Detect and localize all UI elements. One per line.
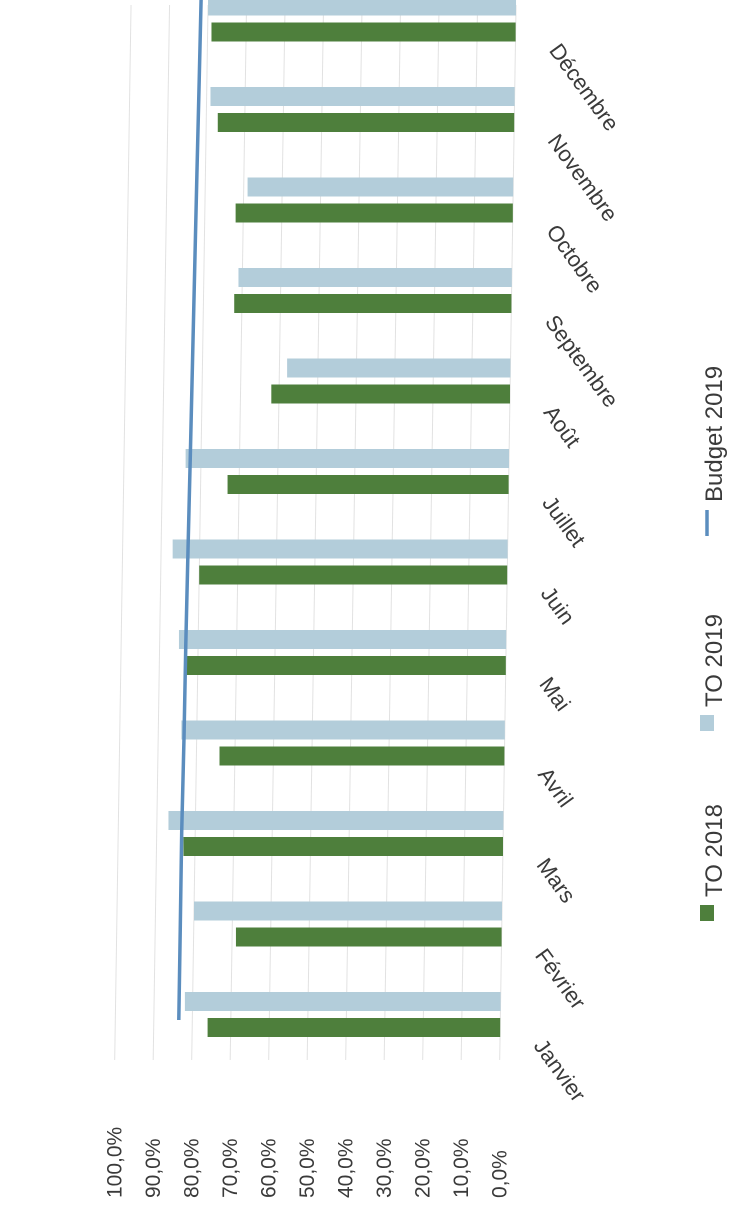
- bar-to-2019: [178, 630, 507, 649]
- bar-to-2018: [207, 1018, 501, 1037]
- category-label: Avril: [533, 763, 578, 812]
- value-tick-label: 40,0%: [334, 1138, 357, 1198]
- bar-to-2018: [211, 22, 516, 42]
- bar-to-2019: [168, 811, 504, 830]
- category-label: Mai: [534, 672, 575, 715]
- value-tick-label: 80,0%: [180, 1138, 203, 1198]
- bar-to-2019: [172, 539, 508, 559]
- bar-to-2019: [181, 720, 505, 740]
- category-label: Janvier: [529, 1034, 591, 1106]
- legend-label: TO 2018: [701, 804, 728, 897]
- category-label: Octobre: [541, 220, 607, 298]
- value-tick-label: 0,0%: [488, 1150, 511, 1198]
- category-label: Juillet: [537, 491, 590, 551]
- legend: TO 2018 TO 2019 Budget 2019: [700, 366, 728, 921]
- gridline: [114, 4, 132, 1061]
- category-labels: Janvier Février Mars Avril Mai Juin Juillet Aoû…: [529, 39, 624, 1107]
- bar-to-2018: [271, 384, 511, 404]
- value-tick-label: 10,0%: [450, 1138, 473, 1198]
- bar-to-2018: [186, 656, 506, 675]
- legend-label: TO 2019: [701, 614, 728, 707]
- category-label: Septembre: [540, 310, 623, 412]
- category-label: Juin: [536, 582, 580, 629]
- gridline: [152, 4, 171, 1061]
- value-tick-label: 90,0%: [142, 1138, 165, 1198]
- value-tick-label: 50,0%: [296, 1138, 319, 1198]
- value-axis-labels: 0,0% 10,0% 20,0% 30,0% 40,0% 50,0% 60,0% 70,0% 8…: [103, 1127, 511, 1198]
- category-label: Décembre: [544, 39, 624, 136]
- gridline: [229, 4, 248, 1061]
- category-label: Mars: [532, 853, 581, 907]
- bar-to-2018: [219, 746, 505, 766]
- bar-to-2018: [235, 203, 513, 223]
- bar-to-2019: [287, 358, 511, 378]
- value-tick-label: 70,0%: [219, 1138, 242, 1198]
- category-label: Août: [539, 401, 586, 452]
- bar-to-2018: [217, 113, 515, 132]
- bar-to-2018: [234, 294, 512, 313]
- value-tick-label: 30,0%: [373, 1138, 396, 1198]
- bar-to-2019: [247, 177, 514, 197]
- bar-to-2018: [199, 565, 508, 585]
- legend-swatch: [700, 715, 714, 731]
- budget-line-layer: [177, 0, 203, 1021]
- value-tick-label: 100,0%: [103, 1127, 126, 1198]
- bar-to-2019: [210, 87, 515, 106]
- category-label: Novembre: [543, 129, 623, 226]
- bar-to-2019: [208, 0, 517, 16]
- bar-to-2019: [184, 992, 501, 1011]
- value-tick-label: 20,0%: [411, 1138, 434, 1198]
- bar-to-2019: [238, 268, 512, 287]
- budget-2019-line: [177, 0, 203, 1021]
- legend-swatch: [700, 905, 714, 921]
- legend-label: Budget 2019: [701, 366, 728, 502]
- bars: [168, 0, 517, 1037]
- bar-to-2018: [183, 837, 503, 856]
- bar-to-2019: [193, 901, 502, 921]
- bar-to-2018: [235, 927, 502, 947]
- gridline: [191, 4, 209, 1061]
- bar-to-2019: [185, 449, 510, 468]
- gridline: [499, 4, 517, 1061]
- value-tick-label: 60,0%: [257, 1138, 280, 1198]
- gridlines: [114, 4, 517, 1061]
- bar-to-2018: [227, 475, 509, 494]
- category-label: Février: [530, 944, 590, 1014]
